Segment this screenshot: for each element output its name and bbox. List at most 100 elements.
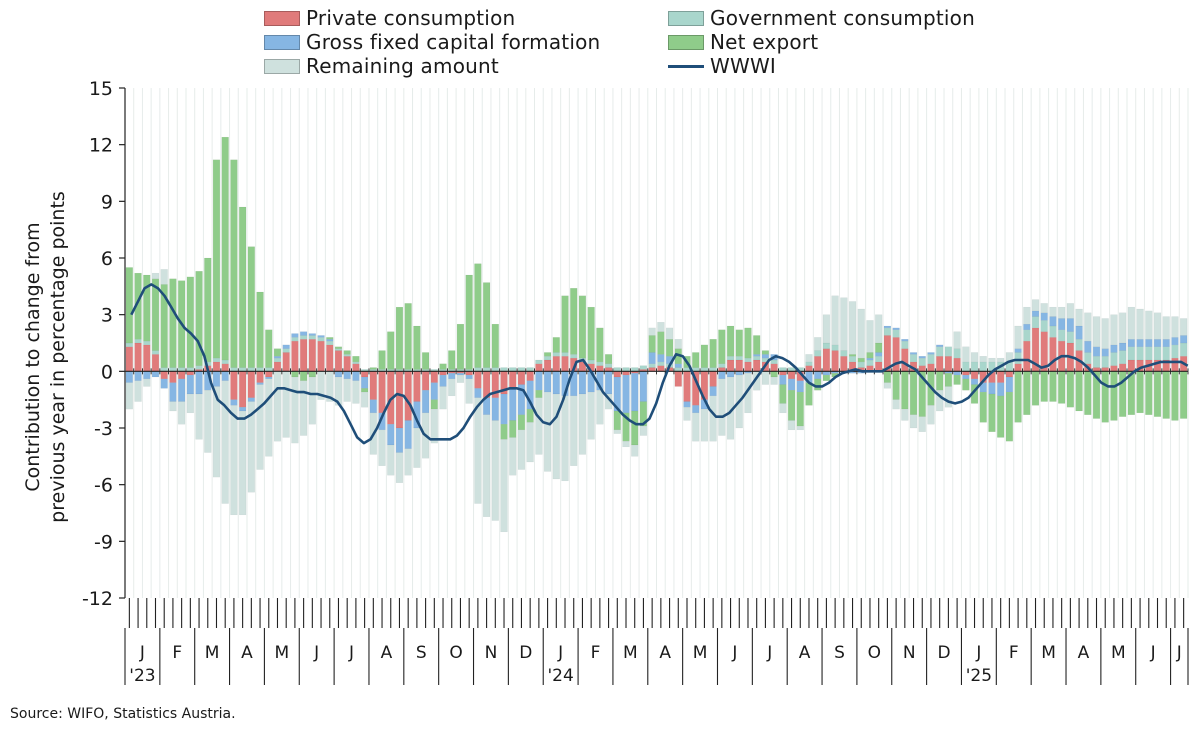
x-year-label: '24 — [547, 666, 573, 686]
bar-segment-remaining — [535, 397, 543, 455]
bar-segment-government — [1110, 352, 1118, 366]
bar-segment-remaining — [770, 376, 778, 385]
bar-segment-remaining — [404, 448, 412, 476]
bar-segment-netexport — [352, 356, 360, 363]
bar-segment-gfcf — [195, 371, 203, 395]
bar-segment-gfcf — [622, 374, 630, 414]
bar-segment-gfcf — [134, 371, 142, 381]
bar-segment-private — [1110, 365, 1118, 372]
x-month-label: D — [937, 643, 950, 663]
bar-segment-remaining — [448, 378, 456, 397]
bar-segment-remaining — [970, 352, 979, 363]
bar-segment-remaining — [282, 371, 290, 438]
legend-item-gross-fixed-capital-formation: Gross fixed capital formation — [264, 30, 600, 54]
bar-segment-private — [814, 356, 822, 372]
bar-segment-netexport — [901, 371, 909, 410]
bar-segment-netexport — [700, 344, 709, 368]
bar-segment-gfcf — [604, 371, 613, 395]
bar-segment-gfcf — [1136, 339, 1144, 347]
bar-segment-netexport — [230, 159, 238, 368]
bar-segment-remaining — [683, 407, 691, 421]
bar-segment-gfcf — [918, 356, 926, 359]
bar-segment-remaining — [648, 327, 656, 336]
bar-segment-government — [308, 335, 316, 340]
bar-segment-remaining — [474, 397, 482, 504]
bar-segment-private — [753, 359, 761, 372]
bar-segment-gfcf — [578, 371, 587, 395]
bar-segment-private — [291, 340, 299, 372]
bar-segment-remaining — [657, 322, 665, 332]
legend-label: WWWI — [710, 54, 777, 78]
bar-segment-netexport — [500, 424, 508, 440]
bar-segment-netexport — [596, 327, 604, 363]
legend-line-wwwi — [668, 64, 704, 68]
bar-segment-netexport — [552, 337, 560, 353]
bar-segment-remaining — [361, 391, 369, 408]
bar-segment-gfcf — [866, 357, 874, 361]
bar-segment-private — [143, 344, 151, 372]
bar-segment-private — [326, 344, 334, 372]
bar-segment-government — [282, 348, 290, 353]
bar-segment-remaining — [796, 425, 804, 431]
bar-segment-netexport — [561, 295, 569, 353]
bar-segment-netexport — [962, 378, 970, 391]
bar-segment-netexport — [1066, 371, 1074, 408]
bar-segment-remaining — [543, 391, 552, 472]
x-month-label: J — [313, 643, 319, 663]
x-month-label: D — [519, 643, 532, 663]
bar-segment-private — [256, 371, 264, 383]
bar-segment-government — [543, 356, 552, 361]
x-month-label: M — [693, 643, 708, 663]
bar-segment-netexport — [787, 390, 796, 421]
bar-segment-netexport — [761, 350, 770, 355]
bar-segment-remaining — [1101, 318, 1109, 349]
bar-segment-remaining — [456, 374, 465, 383]
bar-segment-netexport — [491, 323, 499, 368]
bar-segment-gfcf — [326, 339, 334, 342]
bar-segment-gfcf — [543, 371, 552, 393]
bar-segment-gfcf — [361, 376, 369, 389]
bar-segment-remaining — [857, 308, 865, 359]
bar-segment-gfcf — [143, 371, 151, 380]
bar-segment-private — [918, 365, 926, 372]
bar-segment-gfcf — [178, 378, 186, 402]
bar-segment-netexport — [474, 263, 482, 368]
bar-segment-gfcf — [1040, 312, 1048, 321]
bar-segment-remaining — [805, 354, 813, 363]
legend-label: Private consumption — [306, 6, 516, 30]
bar-segment-remaining — [1075, 308, 1083, 327]
bar-segment-gfcf — [970, 378, 979, 385]
legend-swatch-private — [264, 10, 300, 26]
wwwi-line — [130, 283, 1189, 445]
bar-segment-private — [944, 356, 952, 372]
bar-segment-private — [735, 359, 743, 372]
bar-segment-remaining — [247, 401, 255, 493]
legend-item-government-consumption: Government consumption — [668, 6, 975, 30]
bar-segment-netexport — [848, 354, 857, 357]
bar-segment-government — [587, 359, 595, 364]
bar-segment-remaining — [256, 384, 264, 470]
bar-segment-gfcf — [726, 371, 735, 378]
bar-segment-remaining — [1171, 316, 1179, 338]
bar-segment-netexport — [1162, 371, 1170, 419]
x-month-label: F — [172, 643, 182, 663]
bar-segment-remaining — [439, 386, 447, 410]
bar-segment-netexport — [936, 371, 944, 391]
x-month-label: A — [1078, 643, 1090, 663]
bar-segment-netexport — [526, 408, 534, 423]
bar-segment-remaining — [1153, 312, 1162, 340]
bar-segment-government — [1066, 331, 1074, 344]
bar-segment-remaining — [125, 382, 133, 410]
bar-segment-netexport — [883, 371, 891, 383]
bar-segment-netexport — [944, 373, 952, 387]
bar-segment-remaining — [1092, 316, 1101, 347]
bar-segment-remaining — [526, 422, 534, 463]
bar-segment-private — [1023, 340, 1031, 372]
bar-segment-netexport — [587, 306, 595, 361]
x-month-label: J — [1150, 643, 1156, 663]
bar-segment-netexport — [570, 288, 578, 355]
bar-segment-netexport — [204, 257, 212, 363]
bar-segment-netexport — [909, 371, 918, 415]
bar-segment-gfcf — [787, 378, 796, 391]
bar-segment-private — [709, 371, 717, 387]
